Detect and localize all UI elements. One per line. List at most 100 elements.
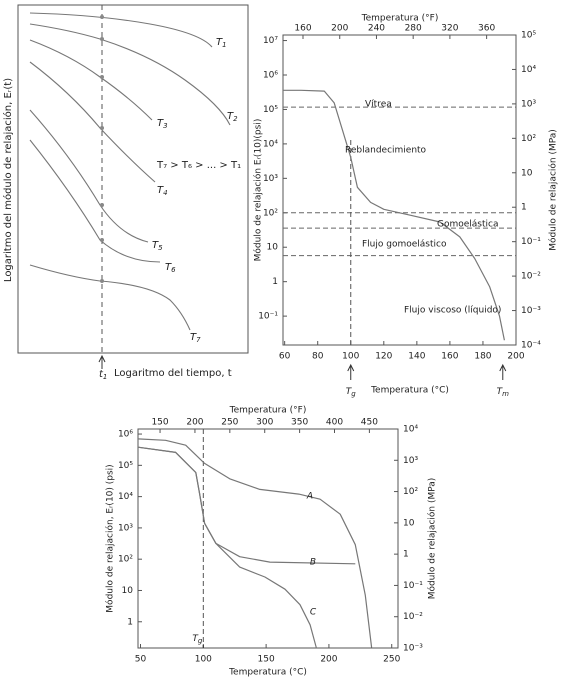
curve-label: B <box>310 558 316 568</box>
curve <box>29 12 213 48</box>
x2-tick-label: 200 <box>186 418 203 428</box>
schematic-panel: T1 T2 T3 T4 T5 T6 T7 T₇ > T₆ > ... > T₁ … <box>2 4 249 381</box>
x-tick-label: 250 <box>383 655 400 665</box>
x-tick-label: 80 <box>312 352 324 362</box>
curve <box>29 264 191 331</box>
x-tick-label: 100 <box>195 655 212 665</box>
y2-tick-label: 10⁻⁴ <box>521 341 541 351</box>
curve <box>137 438 373 648</box>
y-tick-label: 10⁴ <box>118 492 133 502</box>
x2-tick-label: 400 <box>326 418 343 428</box>
y2-tick-label: 10³ <box>403 456 418 466</box>
curve-label: T3 <box>157 118 168 130</box>
x-tick-label: 200 <box>320 655 337 665</box>
x2-tick-label: 360 <box>478 24 495 34</box>
x2-tick-label: 160 <box>294 24 311 34</box>
y-tick-label: 10³ <box>118 523 133 533</box>
y-axis-label: Módulo de relajación Eᵣ(10)(psi) <box>253 119 264 262</box>
y2-axis-label: Módulo de relajación (MPa) <box>548 129 559 251</box>
marker-arrow <box>499 363 507 380</box>
y2-tick-label: 10⁵ <box>521 31 536 41</box>
y-tick-label: 10³ <box>263 174 278 184</box>
panel-frame <box>17 4 249 354</box>
x2-tick-label: 200 <box>331 24 348 34</box>
y-tick-label: 1 <box>127 617 133 627</box>
curve-label: T2 <box>227 111 238 123</box>
x-tick-label: 160 <box>441 352 458 362</box>
y-tick-label: 10 <box>267 243 279 253</box>
y2-tick-label: 10 <box>521 168 533 178</box>
marker-label-base: T <box>192 634 199 644</box>
curve-label: T6 <box>165 262 176 274</box>
x-axis-label: Temperatura (°C) <box>228 668 307 678</box>
plot-frame <box>282 34 517 346</box>
x-axis-label: Temperatura (°C) <box>370 386 449 396</box>
curve <box>29 139 161 263</box>
x2-tick-label: 280 <box>405 24 422 34</box>
x2-tick-label: 250 <box>221 418 238 428</box>
x-tick-label: 50 <box>135 655 147 665</box>
y-axis-label: Logaritmo del módulo de relajación, Eᵣ(t… <box>2 78 14 282</box>
t1-arrow <box>98 354 106 369</box>
x-tick-label: 180 <box>474 352 491 362</box>
y-tick-label: 1 <box>272 277 278 287</box>
marker-arrow <box>347 363 355 380</box>
annotation: Vítrea <box>365 100 392 110</box>
curve-label: T4 <box>157 185 168 197</box>
y-tick-label: 10⁶ <box>263 71 278 81</box>
annotation: Gomoelástica <box>437 220 499 230</box>
x-tick-label: 60 <box>279 352 291 362</box>
y-tick-label: 10⁶ <box>118 430 133 440</box>
curve <box>283 89 505 341</box>
x2-tick-label: 300 <box>256 418 273 428</box>
y2-tick-label: 10⁻¹ <box>521 237 541 247</box>
curve-label: T7 <box>190 332 201 344</box>
dot <box>100 279 104 283</box>
curve <box>29 61 156 183</box>
y-tick-label: 10⁴ <box>263 139 278 149</box>
y2-tick-label: 10⁻¹ <box>403 581 423 591</box>
annotation: Flujo viscoso (líquido) <box>404 306 501 316</box>
marker-label-base: T <box>346 387 353 397</box>
dot <box>100 75 104 79</box>
x-tick-label: 100 <box>342 352 359 362</box>
curve <box>137 446 317 649</box>
y2-tick-label: 10⁻² <box>403 612 423 622</box>
y2-tick-label: 10⁴ <box>403 425 418 435</box>
curve-label: A <box>306 492 313 502</box>
y-axis-label: Módulo de relajación, Eᵣ(10) (psi) <box>105 464 116 612</box>
marker-label: Tg <box>346 387 357 399</box>
curve <box>29 23 231 126</box>
x-tick-label: 120 <box>375 352 392 362</box>
y2-tick-label: 10⁻³ <box>521 306 541 316</box>
y2-tick-label: 10⁻³ <box>403 644 423 654</box>
curve <box>29 109 149 243</box>
x-axis-label: Logaritmo del tiempo, t <box>114 368 232 379</box>
y2-tick-label: 10³ <box>521 99 536 109</box>
x2-axis-label: Temperatura (°F) <box>361 14 439 24</box>
y-tick-label: 10⁻¹ <box>258 312 278 322</box>
y2-tick-label: 1 <box>521 203 527 213</box>
x2-tick-label: 150 <box>151 418 168 428</box>
y2-tick-label: 1 <box>403 550 409 560</box>
order-label: T₇ > T₆ > ... > T₁ <box>156 160 241 171</box>
x2-axis-label: Temperatura (°F) <box>229 406 307 416</box>
annotation: Reblandecimiento <box>345 146 427 156</box>
curve-label: T1 <box>216 37 227 49</box>
curve-label: T5 <box>152 240 163 252</box>
x-tick-label: 200 <box>507 352 524 362</box>
y-tick-label: 10⁵ <box>118 461 133 471</box>
annotation: Flujo gomoelástico <box>362 240 447 250</box>
y2-tick-label: 10² <box>403 487 418 497</box>
y-tick-label: 10⁷ <box>263 36 278 46</box>
marker-label: Tm <box>497 387 510 399</box>
dot <box>100 238 104 242</box>
y2-tick-label: 10 <box>403 518 415 528</box>
y-tick-label: 10 <box>122 586 134 596</box>
y2-axis-label: Módulo de relajación (MPa) <box>427 478 438 600</box>
dot <box>100 126 104 130</box>
curve <box>137 446 356 565</box>
plot-frame <box>137 428 399 649</box>
dot <box>100 203 104 207</box>
